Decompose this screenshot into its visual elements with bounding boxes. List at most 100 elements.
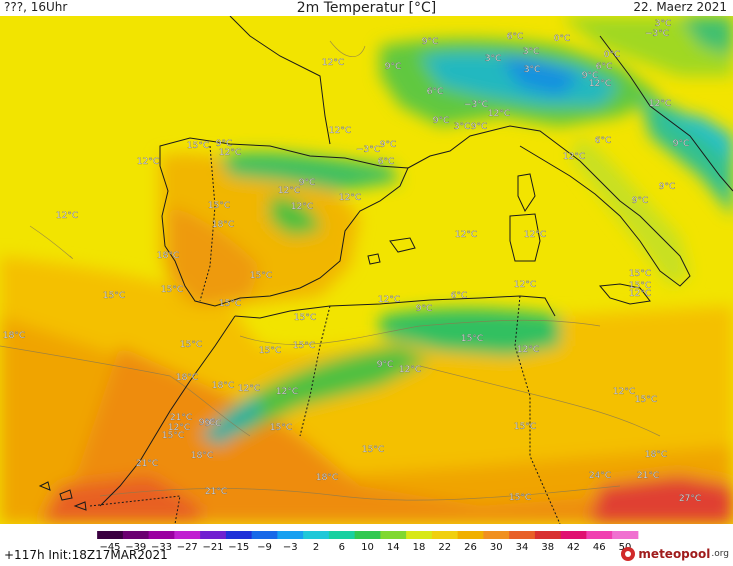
temperature-label: 15°C [219, 299, 241, 309]
legend-tick: −45 [99, 542, 120, 553]
temperature-label: 18°C [176, 373, 198, 383]
legend-swatch [560, 531, 587, 539]
temperature-label: 15°C [635, 395, 657, 405]
temperature-label: 9°C [632, 196, 649, 206]
temperature-label: 15°C [187, 141, 209, 151]
temperature-label: 12°C [399, 365, 421, 375]
forecast-time-label: ???, 16Uhr [4, 0, 68, 14]
temperature-label: 15°C [294, 313, 316, 323]
legend-swatch [328, 531, 356, 539]
temperature-label: −3°C [464, 100, 488, 110]
temperature-label: 9°C [377, 360, 394, 370]
temperature-label: 15°C [161, 285, 183, 295]
legend-swatch [431, 531, 459, 539]
temperature-label: 12°C [589, 79, 611, 89]
legend-swatch [612, 531, 639, 539]
temperature-label: 12°C [278, 186, 300, 196]
temperature-label: 15°C [293, 341, 315, 351]
temperature-label: 6°C [507, 32, 524, 42]
temperature-label: −3°C [645, 29, 669, 39]
temperature-legend: −45 −39 −33 −27 −21 −15 −9 −3 2 6 10 14 18 22 26 30 34 38… [0, 525, 733, 566]
temperature-label: 18°C [212, 381, 234, 391]
legend-tick: −21 [202, 542, 223, 553]
temperature-field [0, 16, 733, 524]
temperature-label: 15°C [629, 269, 651, 279]
legend-tick: −15 [228, 542, 249, 553]
legend-tick: −33 [151, 542, 172, 553]
temperature-label: 12°C [168, 423, 190, 433]
forecast-date: 22. Maerz 2021 [633, 0, 727, 14]
temperature-label: 18°C [316, 473, 338, 483]
temperature-label: 15°C [514, 422, 536, 432]
legend-tick: 6 [339, 542, 345, 553]
brand-tld: .org [711, 549, 729, 559]
temperature-label: 6°C [595, 136, 612, 146]
temperature-label: 15°C [103, 291, 125, 301]
legend-swatch [380, 531, 407, 539]
temperature-labels: 3°C−3°C9°C 6°C 0°C3°C3°C 0°C3°C 6°C9°C12°C12… [3, 19, 702, 504]
temperature-label: 9°C [380, 140, 397, 150]
temperature-label: 12°C [514, 280, 536, 290]
legend-tick: 10 [361, 542, 374, 553]
legend-tick: 18 [413, 542, 426, 553]
legend-tick: 22 [438, 542, 451, 553]
legend-swatch [534, 531, 562, 539]
isotherm-contours [0, 40, 661, 501]
legend-tick: 2 [313, 542, 319, 553]
legend-swatch [586, 531, 613, 539]
legend-tick: −39 [125, 542, 146, 553]
temperature-label: 6°C [596, 62, 613, 72]
temperature-label: 12°C [56, 211, 78, 221]
temperature-label: 15°C [461, 334, 483, 344]
legend-swatch [303, 531, 330, 539]
temperature-label: 15°C [162, 431, 184, 441]
legend-swatch [174, 531, 201, 539]
temperature-label: 12°C [649, 99, 671, 109]
temperature-label: 3°C [454, 122, 471, 132]
temperature-label: 12°C [291, 202, 313, 212]
temperature-label: 15°C [629, 281, 651, 291]
temperature-label: 18°C [3, 331, 25, 341]
temperature-label: 12°C [517, 345, 539, 355]
legend-tick: −3 [283, 542, 298, 553]
temperature-label: 21°C [637, 471, 659, 481]
temperature-label: 12°C [276, 387, 298, 397]
temperature-label: 12°C [563, 152, 585, 162]
temperature-label: 12°C [219, 148, 241, 158]
temperature-label: 9°C [673, 139, 690, 149]
legend-swatch [457, 531, 484, 539]
model-run-label: +117h Init:18Z17MAR2021 [4, 548, 168, 562]
temperature-label: 0°C [604, 50, 621, 60]
temperature-label: 12°C [629, 289, 651, 299]
legend-color-bar [97, 531, 639, 539]
temperature-label: 21°C [136, 459, 158, 469]
temperature-label: 18°C [191, 451, 213, 461]
temperature-label: 27°C [679, 494, 701, 504]
temperature-label: 9°C [205, 419, 222, 429]
legend-swatch [406, 531, 433, 539]
temperature-label: 12°C [137, 157, 159, 167]
temperature-label: 9°C [199, 418, 216, 428]
temperature-label: 9°C [582, 71, 599, 81]
temperature-label: 21°C [170, 413, 192, 423]
temperature-label: 12°C [613, 387, 635, 397]
legend-swatch [354, 531, 381, 539]
temperature-label: 3°C [485, 54, 502, 64]
legend-swatch [122, 531, 150, 539]
legend-tick: 30 [490, 542, 503, 553]
temperature-label: 3°C [655, 19, 672, 29]
temperature-label: 12°C [488, 109, 510, 119]
legend-swatch [251, 531, 278, 539]
legend-tick: 46 [593, 542, 606, 553]
temperature-label: 9°C [216, 139, 233, 149]
legend-tick: 26 [464, 542, 477, 553]
temperature-label: 6°C [427, 87, 444, 97]
legend-tick: −27 [177, 542, 198, 553]
temperature-label: 15°C [259, 346, 281, 356]
legend-swatch [225, 531, 253, 539]
temperature-label: 6°C [378, 157, 395, 167]
brand-logo[interactable]: meteopool .org [621, 545, 729, 563]
temperature-label: 12°C [238, 384, 260, 394]
legend-swatch [483, 531, 510, 539]
